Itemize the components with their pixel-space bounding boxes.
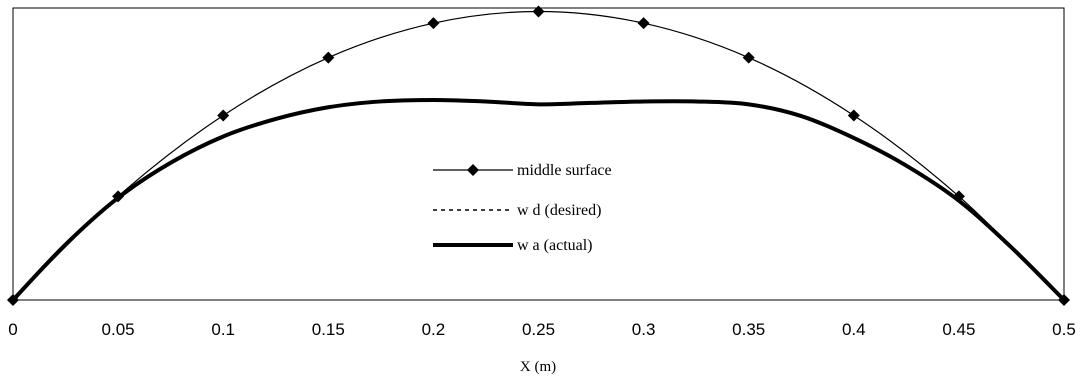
x-tick-label: 0.15: [312, 320, 345, 339]
x-tick-label: 0: [8, 320, 17, 339]
x-tick-label: 0.4: [842, 320, 866, 339]
x-tick-label: 0.5: [1052, 320, 1076, 339]
series-layer: [7, 5, 1070, 306]
data-point-middle-surface: [952, 190, 965, 203]
plot-area-frame: [12, 7, 1065, 301]
x-tick-label: 0.25: [522, 320, 555, 339]
legend-label-w-d-desired: w d (desired): [517, 202, 601, 219]
data-point-middle-surface: [112, 190, 125, 203]
x-axis-title: X (m): [520, 359, 556, 375]
x-tick-label: 0.05: [102, 320, 135, 339]
data-point-middle-surface: [742, 51, 755, 64]
data-point-middle-surface: [322, 51, 335, 64]
data-point-middle-surface: [7, 294, 19, 306]
data-point-middle-surface: [847, 109, 860, 122]
legend-label-w-a-actual: w a (actual): [517, 237, 593, 254]
data-point-middle-surface: [532, 5, 545, 18]
data-point-middle-surface: [427, 17, 440, 30]
x-tick-label: 0.35: [732, 320, 765, 339]
data-point-middle-surface: [637, 17, 650, 30]
x-tick-label: 0.45: [942, 320, 975, 339]
data-point-middle-surface: [1058, 294, 1070, 306]
series-line-w-a-actual: [11, 97, 1066, 302]
legend-marker-middle-surface: [467, 164, 479, 176]
x-tick-label: 0.2: [422, 320, 446, 339]
data-point-middle-surface: [217, 109, 230, 122]
series-line-w-d-desired: [12, 99, 1065, 301]
x-tick-label: 0.1: [211, 320, 235, 339]
x-axis: 0 0.05 0.1 0.15 0.2 0.25 0.3 0.35 0.4 0.45 0.5: [8, 320, 1076, 339]
x-tick-label: 0.3: [632, 320, 656, 339]
legend-label-middle-surface: middle surface: [517, 162, 612, 179]
legend: middle surface w d (desired) w a (actual…: [433, 162, 612, 254]
series-line-middle-surface: [12, 10, 1065, 301]
